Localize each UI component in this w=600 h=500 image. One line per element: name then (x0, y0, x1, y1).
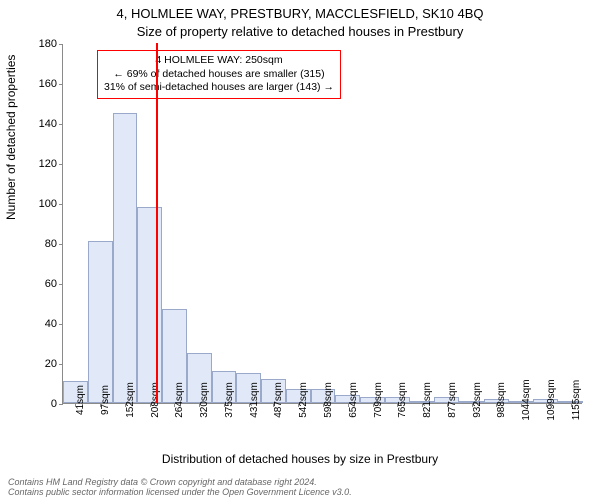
y-tick-label: 160 (25, 78, 57, 90)
x-tick-label: 654sqm (348, 382, 359, 418)
y-tick-mark (59, 204, 63, 205)
y-tick-mark (59, 364, 63, 365)
x-tick-label: 709sqm (373, 382, 384, 418)
y-tick-mark (59, 244, 63, 245)
y-tick-mark (59, 84, 63, 85)
x-tick-label: 821sqm (422, 382, 433, 418)
x-tick-label: 877sqm (447, 382, 458, 418)
y-tick-label: 140 (25, 118, 57, 130)
y-tick-mark (59, 44, 63, 45)
y-tick-label: 60 (25, 278, 57, 290)
y-tick-label: 20 (25, 358, 57, 370)
copyright-notice: Contains HM Land Registry data © Crown c… (8, 478, 352, 498)
y-tick-mark (59, 124, 63, 125)
copyright-line-2: Contains public sector information licen… (8, 488, 352, 498)
y-tick-label: 40 (25, 318, 57, 330)
x-tick-label: 320sqm (199, 382, 210, 418)
y-tick-label: 0 (25, 398, 57, 410)
x-tick-label: 765sqm (397, 382, 408, 418)
x-tick-label: 41sqm (75, 385, 86, 415)
histogram-bar (113, 113, 138, 403)
histogram-bar (137, 207, 162, 403)
x-tick-label: 264sqm (174, 382, 185, 418)
annotation-larger-line: 31% of semi-detached houses are larger (… (104, 81, 334, 95)
reference-annotation-box: 4 HOLMLEE WAY: 250sqm ← 69% of detached … (97, 50, 341, 99)
y-tick-label: 180 (25, 38, 57, 50)
reference-line (156, 43, 158, 403)
x-tick-label: 1155sqm (571, 380, 582, 420)
x-axis-label: Distribution of detached houses by size … (0, 452, 600, 466)
x-tick-label: 932sqm (472, 382, 483, 418)
x-tick-label: 598sqm (323, 382, 334, 418)
x-tick-label: 988sqm (496, 382, 507, 418)
y-tick-mark (59, 404, 63, 405)
x-tick-label: 97sqm (100, 385, 111, 415)
x-tick-label: 431sqm (249, 382, 260, 418)
y-tick-label: 80 (25, 238, 57, 250)
x-tick-label: 152sqm (125, 382, 136, 418)
annotation-address-line: 4 HOLMLEE WAY: 250sqm (104, 54, 334, 68)
x-tick-label: 542sqm (298, 382, 309, 418)
y-axis-label: Number of detached properties (4, 55, 18, 220)
histogram-bar (88, 241, 113, 403)
chart-title-subtitle: Size of property relative to detached ho… (0, 24, 600, 39)
y-tick-mark (59, 324, 63, 325)
y-tick-mark (59, 284, 63, 285)
y-tick-label: 120 (25, 158, 57, 170)
annotation-smaller-line: ← 69% of detached houses are smaller (31… (104, 68, 334, 82)
x-tick-label: 1099sqm (546, 379, 557, 420)
histogram-plot: 4 HOLMLEE WAY: 250sqm ← 69% of detached … (62, 44, 582, 404)
x-tick-label: 487sqm (273, 382, 284, 418)
y-tick-mark (59, 164, 63, 165)
x-tick-label: 375sqm (224, 382, 235, 418)
chart-title-address: 4, HOLMLEE WAY, PRESTBURY, MACCLESFIELD,… (0, 6, 600, 21)
y-tick-label: 100 (25, 198, 57, 210)
x-tick-label: 1044sqm (521, 379, 532, 420)
